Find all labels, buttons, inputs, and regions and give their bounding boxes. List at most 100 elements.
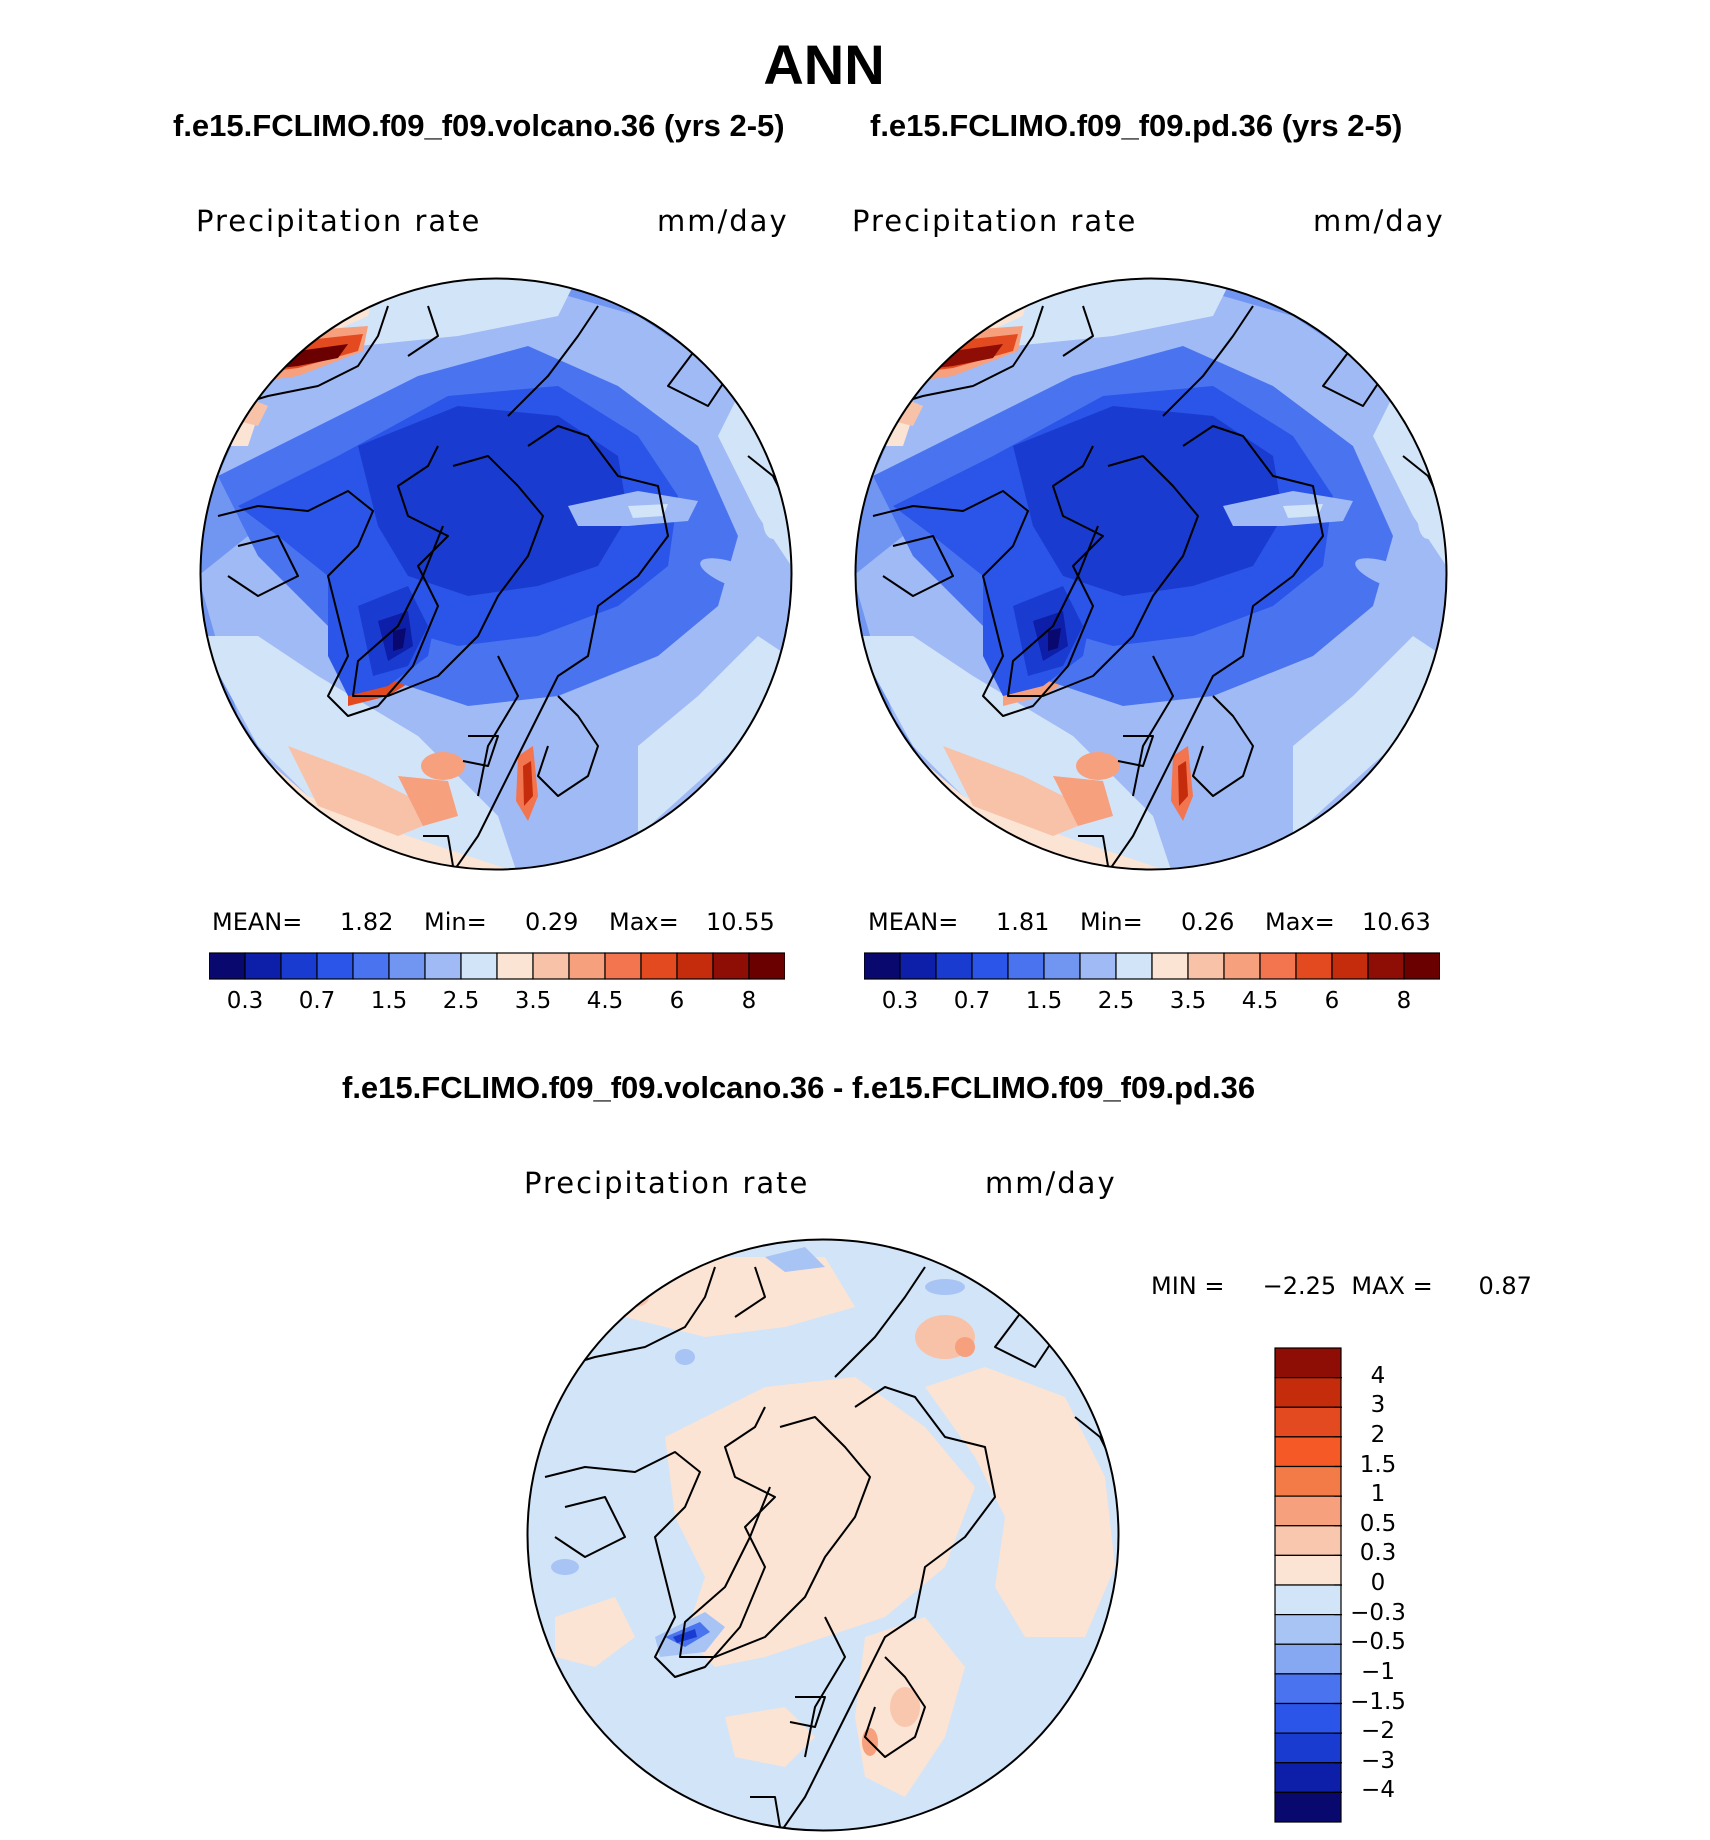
colorbar-swatch (316, 952, 354, 980)
map-border (526, 1238, 1120, 1832)
panel-2-mean-label: MEAN= (868, 908, 959, 936)
precip-contour-region (628, 504, 668, 518)
colorbar-swatch (1274, 1377, 1342, 1408)
coastline (1117, 735, 1154, 767)
coastline (1162, 305, 1254, 417)
colorbar-swatch (1274, 1347, 1342, 1379)
precip-contour-region (621, 1287, 649, 1307)
coastline (734, 1266, 766, 1318)
precip-contour-region (523, 761, 533, 806)
map-border (854, 277, 1448, 871)
colorbar-swatch (1274, 1673, 1342, 1705)
colorbar-tick-label: 1 (1370, 1481, 1386, 1508)
coastline (1192, 695, 1254, 797)
colorbar-tick-label: 3.5 (514, 988, 552, 1014)
precip-contour-region (638, 636, 788, 836)
colorbar-swatch (209, 952, 246, 980)
diff-variable-label: Precipitation rate (524, 1166, 810, 1200)
precip-contour-region (890, 1687, 920, 1727)
colorbar-tick-label: 0.5 (1359, 1510, 1397, 1537)
colorbar-swatch (1223, 952, 1261, 980)
panel-2-polar-map (854, 277, 1448, 871)
colorbar-tick-label: 4.5 (1241, 988, 1279, 1014)
colorbar-tick-label: −1 (1361, 1658, 1395, 1685)
precip-contour-region (925, 1279, 965, 1295)
colorbar-swatch (388, 952, 426, 980)
colorbar-swatch (1274, 1525, 1342, 1556)
colorbar-tick-label: −0.3 (1350, 1599, 1406, 1626)
panel-1-mean-value: 1.82 (340, 908, 394, 936)
colorbar-tick-label: 6 (1324, 988, 1340, 1014)
precip-contour-region (943, 746, 1103, 836)
panel-2-max-value: 10.63 (1362, 908, 1431, 936)
colorbar-swatch (1274, 1732, 1342, 1764)
coastline (537, 695, 599, 797)
colorbar-tick-label: −0.5 (1350, 1629, 1406, 1656)
coastline (864, 1656, 926, 1758)
coastline (1132, 655, 1174, 797)
coastline (217, 305, 389, 412)
precip-contour-region (393, 628, 406, 651)
precip-contour-region (398, 776, 458, 826)
panel-1-max-label: Max= (609, 908, 679, 936)
colorbar-tick-label: 0.3 (226, 988, 264, 1014)
panel-2-colorbar (864, 952, 1440, 980)
precip-contour-region (700, 558, 776, 594)
precip-contour-region (555, 1597, 635, 1667)
colorbar-tick-label: 8 (741, 988, 757, 1014)
precip-contour-region (1013, 406, 1283, 596)
precip-contour-region (1048, 628, 1061, 651)
panel-1-variable-label: Precipitation rate (196, 204, 482, 238)
panel-1-min-value: 0.29 (525, 908, 579, 936)
precip-contour-region (288, 746, 448, 836)
colorbar-swatch (1274, 1436, 1342, 1468)
colorbar-tick-label: −2 (1361, 1718, 1395, 1745)
panel-1-mean-label: MEAN= (212, 908, 303, 936)
precip-contour-region (665, 1377, 975, 1667)
coastline (804, 1616, 846, 1758)
coastline (1007, 455, 1199, 697)
colorbar-tick-label: 4 (1370, 1362, 1386, 1389)
diff-title: f.e15.FCLIMO.f09_f09.volcano.36 - f.e15.… (342, 1070, 1256, 1105)
coastline (882, 535, 954, 597)
coastline (1107, 425, 1324, 870)
colorbar-swatch (935, 952, 973, 980)
precip-contour-region (1283, 504, 1323, 518)
colorbar-swatch (280, 952, 318, 980)
coastline (554, 1496, 626, 1558)
coastline (462, 735, 499, 767)
precip-contour-region (673, 1629, 697, 1643)
precip-contour-region (765, 1247, 825, 1272)
precip-contour-region (1076, 752, 1120, 780)
colorbar-swatch (899, 952, 937, 980)
colorbar-swatch (1274, 1584, 1342, 1616)
diff-minmax-label: MIN = −2.25 MAX = 0.87 (1151, 1272, 1532, 1300)
colorbar-tick-label: 1.5 (1025, 988, 1063, 1014)
colorbar-tick-label: 3 (1370, 1392, 1386, 1419)
panel-1-units-label: mm/day (657, 204, 789, 238)
coastline (227, 535, 299, 597)
colorbar-swatch (1151, 952, 1189, 980)
colorbar-swatch (971, 952, 1009, 980)
figure-title: ANN (763, 33, 885, 96)
colorbar-tick-label: 4.5 (586, 988, 624, 1014)
diff-units-label: mm/day (985, 1166, 1117, 1200)
map-border (199, 277, 793, 871)
colorbar-tick-label: 1.5 (1359, 1451, 1397, 1478)
precip-contour-region (1418, 503, 1438, 539)
colorbar-tick-label: 8 (1396, 988, 1412, 1014)
precip-contour-region (421, 752, 465, 780)
coastline (872, 305, 1044, 412)
colorbar-tick-label: 1.5 (370, 988, 408, 1014)
coastline (679, 1416, 871, 1658)
precip-contour-region (763, 503, 783, 539)
panel-1-polar-map (199, 277, 793, 871)
precip-contour-region (1053, 776, 1113, 826)
colorbar-swatch (1295, 952, 1333, 980)
colorbar-swatch (1274, 1702, 1342, 1734)
panel-2-title: f.e15.FCLIMO.f09_f09.pd.36 (yrs 2-5) (870, 108, 1403, 143)
colorbar-tick-label: 3.5 (1169, 988, 1207, 1014)
precip-contour-region (358, 406, 628, 596)
panel-1-colorbar (209, 952, 785, 980)
precip-contour-region (1293, 636, 1443, 836)
